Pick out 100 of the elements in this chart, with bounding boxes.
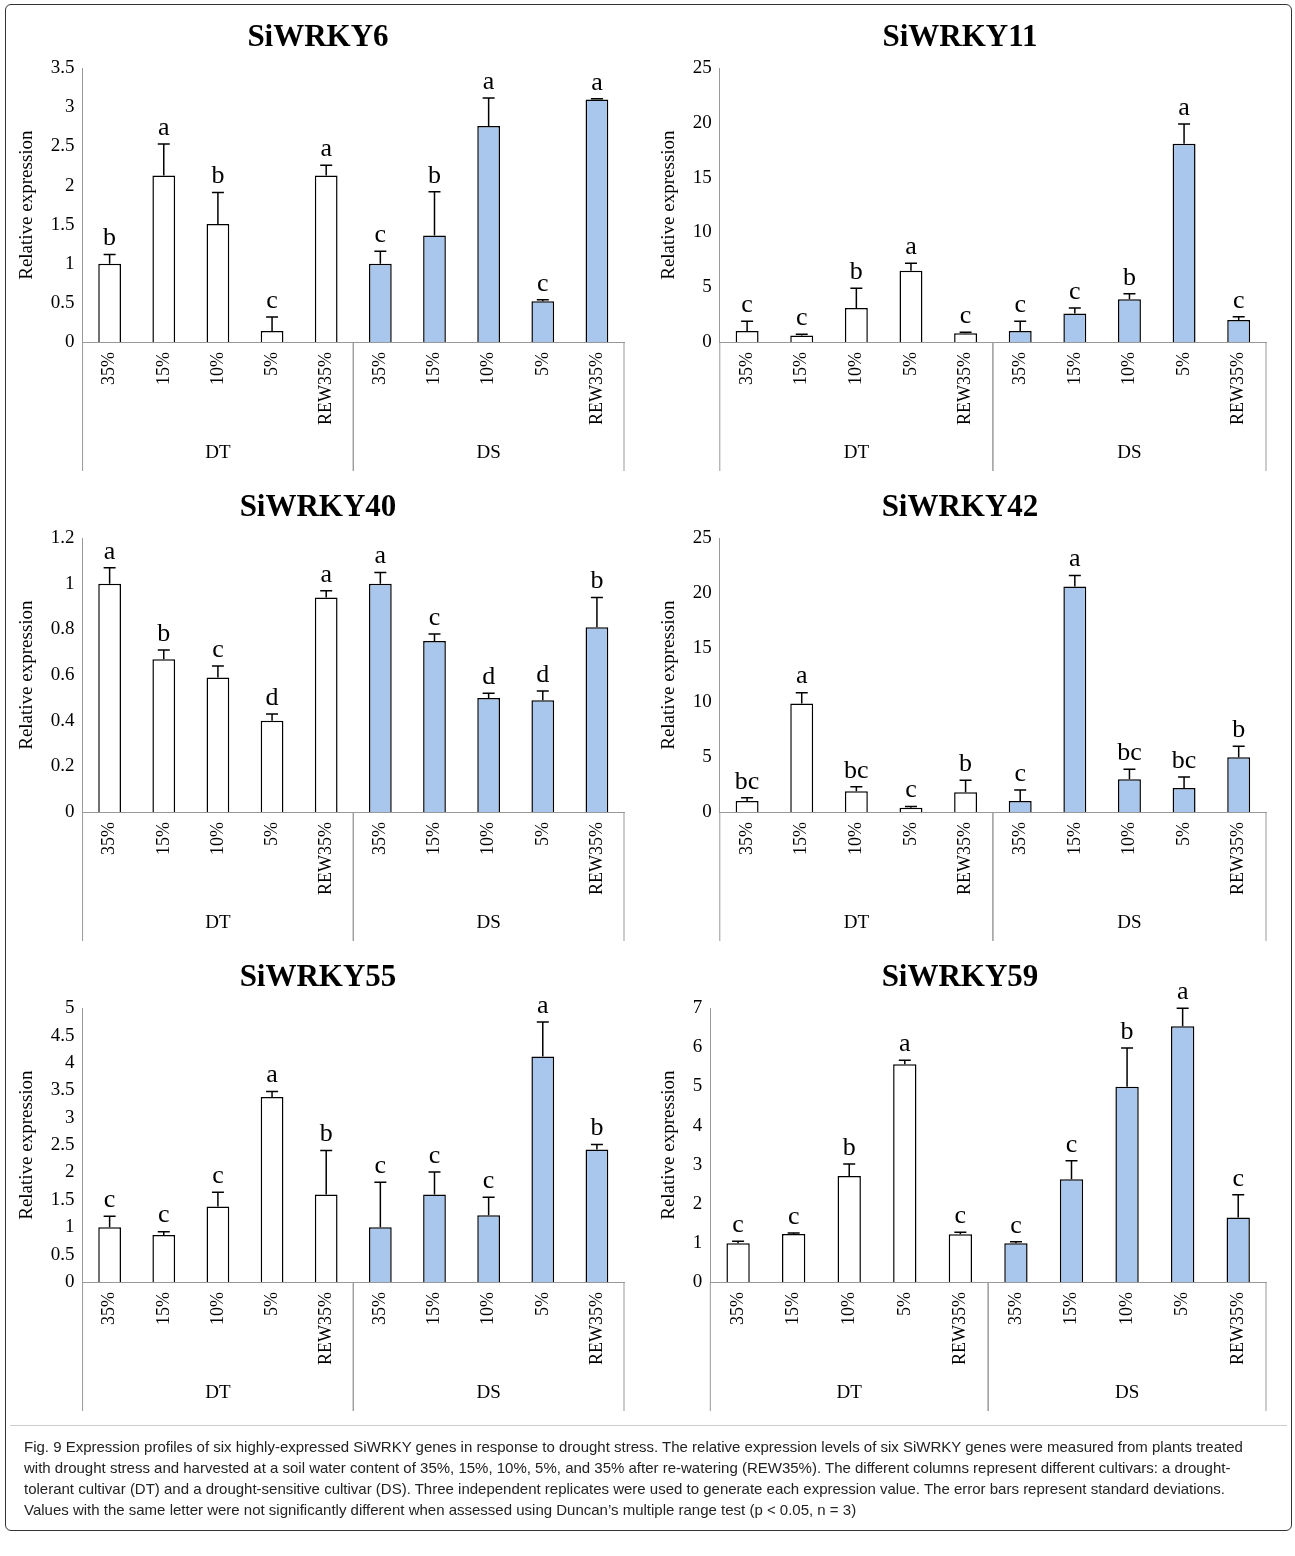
y-tick-label: 0 — [65, 800, 75, 821]
data-label: a — [1069, 543, 1082, 573]
x-tick-label: 10% — [477, 352, 498, 386]
x-tick-label: 5% — [1171, 1292, 1192, 1317]
y-tick-label: 2.5 — [50, 134, 75, 156]
data-label: c — [795, 302, 808, 332]
x-tick-label: REW35% — [585, 822, 606, 895]
x-tick-label: 15% — [782, 1292, 803, 1326]
x-tick-label: REW35% — [954, 822, 975, 895]
x-tick-label: 35% — [1004, 1292, 1025, 1326]
y-tick-label: 1.5 — [50, 1187, 75, 1209]
data-label: c — [1010, 1209, 1022, 1239]
chart-title: SiWRKY11 — [882, 17, 1038, 53]
x-tick-label: 15% — [152, 822, 173, 856]
x-tick-label: 10% — [1118, 352, 1139, 386]
y-tick-label: 1 — [65, 251, 75, 273]
data-label: a — [266, 1059, 279, 1089]
data-label: b — [211, 160, 225, 190]
data-label: a — [537, 989, 550, 1019]
y-tick-label: 15 — [692, 635, 712, 657]
y-tick-label: 0 — [65, 1270, 75, 1291]
y-axis-title: Relative expression — [657, 599, 679, 750]
y-tick-label: 15 — [692, 165, 712, 187]
x-tick-label: 10% — [1118, 822, 1139, 856]
x-tick-label: 35% — [1008, 822, 1029, 856]
y-tick-label: 3 — [692, 1152, 703, 1174]
data-label: b — [1120, 1015, 1134, 1045]
x-tick-label: 5% — [899, 352, 920, 377]
data-label: b — [590, 565, 604, 595]
y-tick-label: 20 — [692, 580, 712, 602]
text: DT — [836, 1381, 863, 1403]
data-label: c — [905, 774, 917, 804]
y-tick-label: 0.2 — [50, 754, 75, 776]
chart-title: SiWRKY40 — [239, 487, 397, 523]
y-tick-label: 3.5 — [50, 1078, 75, 1100]
data-label: a — [482, 65, 495, 95]
data-label: b — [590, 1112, 604, 1142]
data-label: c — [428, 601, 441, 631]
x-tick-label: 10% — [845, 352, 866, 386]
data-label: b — [1232, 714, 1246, 744]
data-label: c — [266, 284, 278, 314]
y-tick-label: 5 — [702, 275, 712, 297]
x-tick-label: 10% — [477, 1292, 498, 1326]
y-tick-label: 3.5 — [50, 56, 75, 78]
caption: Fig. 9 Expression profiles of six highly-expressed SiWRKY genes in response to drought stress. The relative expression levels of six SiWRKY genes were measured from plants treated with drought stress and harvested at a soil water content of 35%, 15%, 10%, 5%, and 35% after re-watering (REW35%). The different columns represent different cultivars: a drought-tolerant cultivar (DT) and a drought-sensitive cultivar (DS). Three independent replicates were used to generate each expression value. The error bars represent standard deviations. Values with the same letter were not significantly different when assessed using Duncan’s multiple range test (p < 0.05, n = 3) — [24, 1437, 1244, 1520]
y-axis-title: Relative expression — [657, 1069, 679, 1220]
y-axis-title: Relative expression — [15, 129, 37, 280]
x-tick-label: 5% — [260, 822, 281, 847]
x-tick-label: 5% — [531, 1292, 552, 1317]
y-axis-title: Relative expression — [15, 1069, 37, 1220]
y-tick-label: 1.5 — [50, 212, 75, 234]
text: DS — [476, 1381, 501, 1403]
data-label: c — [157, 1199, 170, 1229]
data-label: a — [374, 540, 387, 570]
y-axis-title: Relative expression — [15, 599, 37, 750]
y-tick-label: 0 — [65, 330, 75, 351]
data-label: c — [1065, 1128, 1078, 1158]
y-axis-title: Relative expression — [657, 129, 679, 280]
y-tick-label: 1.2 — [50, 526, 75, 548]
x-tick-label: REW35% — [1227, 822, 1248, 895]
x-tick-label: REW35% — [1226, 1292, 1247, 1365]
x-tick-label: 15% — [790, 822, 811, 856]
data-label: a — [320, 558, 333, 588]
x-tick-label: 15% — [1060, 1292, 1081, 1326]
x-tick-label: 5% — [260, 352, 281, 377]
y-tick-label: 6 — [692, 1035, 703, 1057]
y-tick-label: 0.6 — [50, 663, 75, 685]
data-label: c — [212, 1160, 224, 1190]
data-label: a — [320, 133, 333, 163]
data-label: c — [787, 1200, 800, 1230]
data-label: bc — [1117, 737, 1142, 767]
data-label: c — [1232, 284, 1245, 314]
x-tick-label: REW35% — [314, 1292, 335, 1365]
data-label: b — [842, 1131, 856, 1161]
x-tick-label: 10% — [206, 352, 227, 386]
x-tick-label: REW35% — [1227, 352, 1248, 425]
x-tick-label: 5% — [1172, 352, 1193, 377]
data-label: c — [959, 299, 972, 329]
x-tick-label: REW35% — [314, 352, 335, 425]
data-label: b — [959, 748, 973, 778]
x-tick-label: 35% — [98, 352, 119, 386]
x-tick-label: 35% — [369, 352, 390, 386]
x-tick-label: 5% — [893, 1292, 914, 1317]
data-label: a — [103, 535, 116, 565]
data-label: a — [905, 230, 918, 260]
y-tick-label: 0 — [702, 800, 712, 821]
y-tick-label: 4 — [692, 1113, 703, 1135]
x-tick-label: 15% — [423, 1292, 444, 1326]
data-label: d — [265, 681, 279, 711]
y-tick-label: 25 — [692, 56, 712, 78]
text: DS — [1117, 441, 1142, 463]
y-tick-label: 4.5 — [50, 1023, 75, 1045]
x-tick-label: REW35% — [314, 822, 335, 895]
y-tick-label: 1 — [692, 1230, 703, 1252]
y-tick-label: 0.8 — [50, 617, 75, 639]
y-tick-label: 0 — [702, 330, 712, 351]
y-tick-label: 3 — [65, 95, 75, 117]
x-tick-label: REW35% — [585, 352, 606, 425]
text: DT — [205, 1381, 231, 1403]
x-tick-label: 35% — [1008, 352, 1029, 386]
